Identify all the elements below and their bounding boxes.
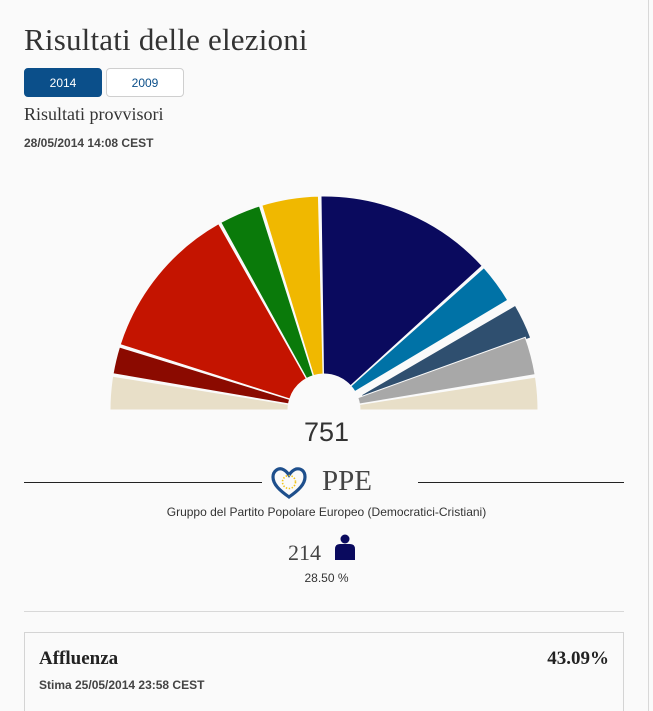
party-seats: 214 — [288, 540, 321, 565]
party-group-name: Gruppo del Partito Popolare Europeo (Dem… — [166, 505, 487, 519]
person-icon — [335, 534, 355, 560]
divider-right — [418, 482, 624, 483]
hemicycle-slice-9[interactable] — [359, 376, 539, 411]
party-abbreviation: PPE — [322, 465, 372, 497]
page-border — [648, 0, 649, 711]
page-title: Risultati delle elezioni — [24, 22, 308, 57]
hemicycle-chart — [109, 195, 539, 411]
selected-party-header: PPE — [24, 462, 624, 502]
hemicycle-slice-4[interactable] — [261, 195, 324, 377]
turnout-panel: Affluenza 43.09% Stima 25/05/2014 23:58 … — [24, 632, 624, 711]
results-status: Risultati provvisori — [24, 104, 164, 124]
ppe-heart-logo-icon — [271, 467, 307, 499]
turnout-estimate-note: Stima 25/05/2014 23:58 CEST — [39, 678, 205, 692]
turnout-value: 43.09% — [547, 648, 609, 669]
section-divider — [24, 611, 624, 612]
hemicycle-slice-5[interactable] — [320, 195, 483, 387]
party-percentage: 28.50 % — [304, 571, 349, 585]
hemicycle-slice-2[interactable] — [119, 223, 307, 400]
divider-left — [24, 482, 262, 483]
tab-2014[interactable]: 2014 — [24, 68, 102, 97]
turnout-label: Affluenza — [39, 648, 119, 669]
tab-2009[interactable]: 2009 — [106, 68, 184, 97]
year-tabs: 2014 2009 — [24, 68, 184, 97]
results-timestamp: 28/05/2014 14:08 CEST — [24, 136, 154, 150]
hemicycle-slice-6[interactable] — [350, 267, 509, 393]
total-seats: 751 — [303, 417, 350, 447]
